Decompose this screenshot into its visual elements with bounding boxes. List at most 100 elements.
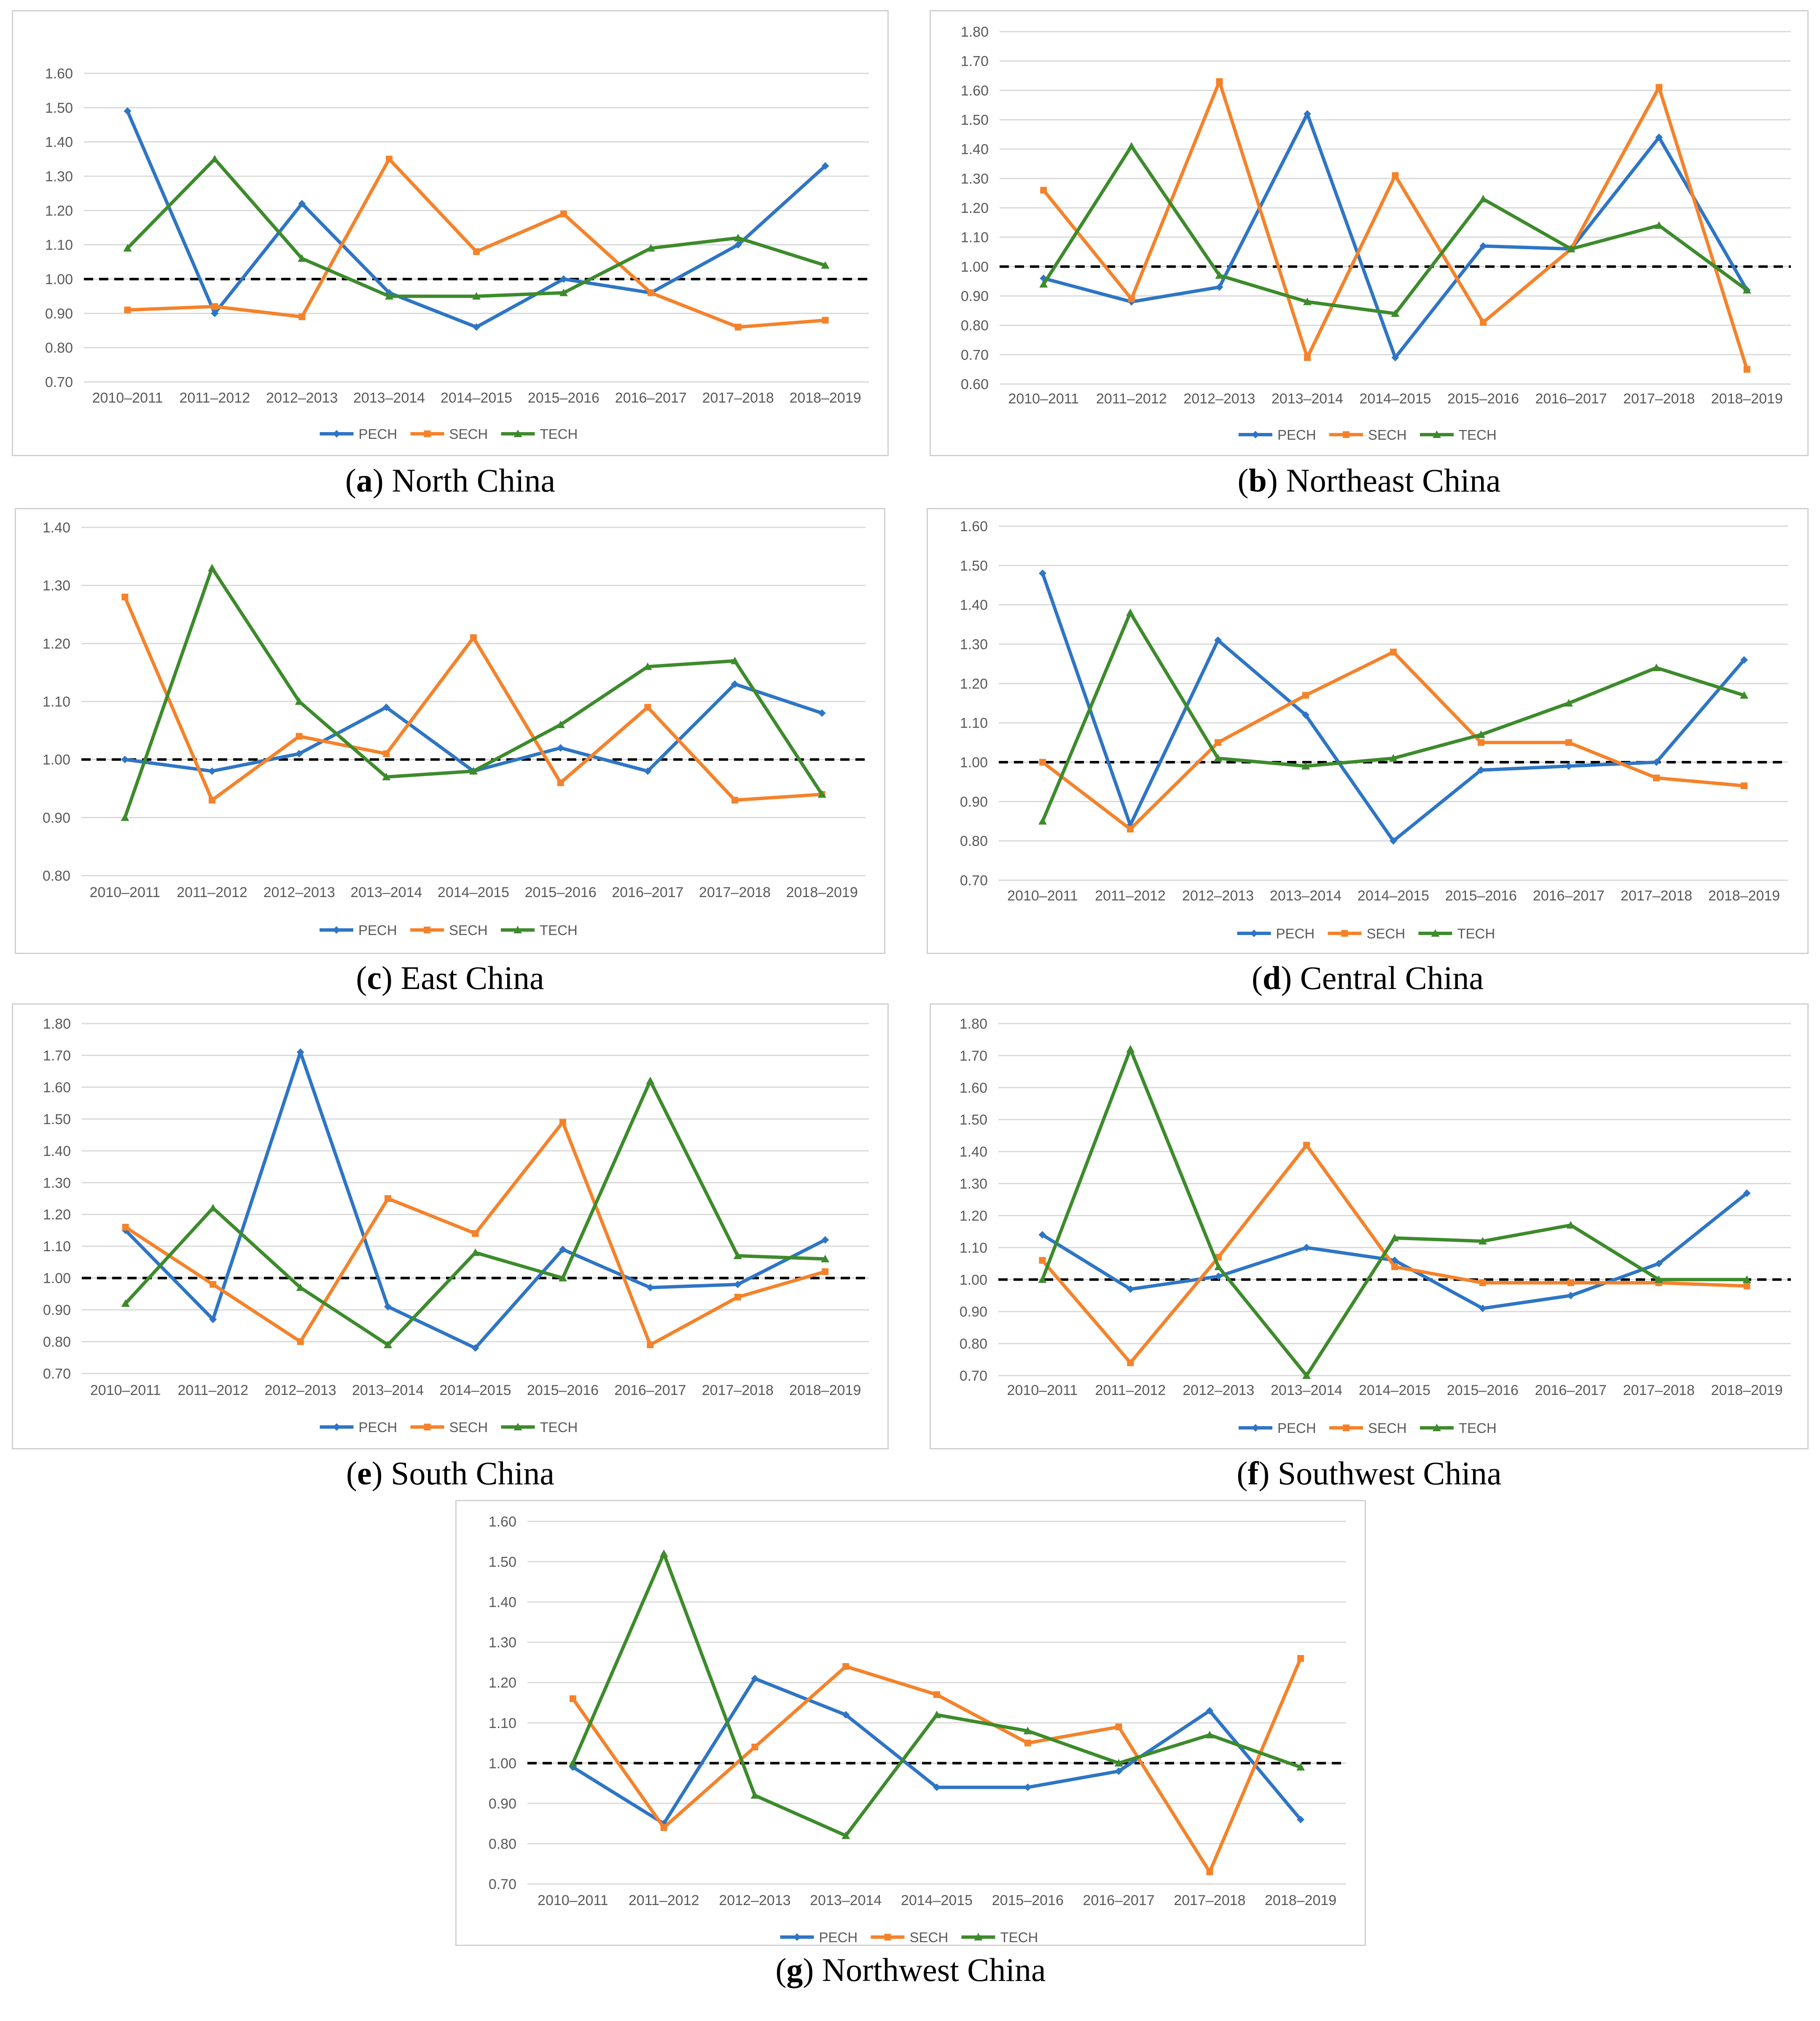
chart-e-pech-point	[384, 1303, 392, 1311]
chart-a-sech-point	[211, 303, 218, 310]
chart-e-tech-point	[558, 1274, 567, 1282]
chart-a-legend-marker	[333, 430, 341, 438]
chart-g-x-tick-label: 2016–2017	[1083, 1892, 1154, 1908]
chart-b-sech-point	[1743, 366, 1750, 373]
chart-c-x-tick-label: 2016–2017	[612, 884, 683, 900]
chart-c-pech-point	[382, 703, 390, 711]
chart-d-y-tick-label: 1.00	[960, 755, 988, 771]
chart-e-plot: 1.80 1.70 1.60 1.50 1.40 1.30 1.20 1.10 1.00 0.90…	[43, 1016, 869, 1435]
chart-f-y-tick-label: 1.70	[960, 1048, 987, 1064]
chart-c-tech-point	[556, 720, 565, 728]
chart-c-y-tick-label: 0.90	[43, 810, 70, 826]
chart-a-pech-point	[211, 309, 219, 317]
chart-a-plot: 1.60 1.50 1.40 1.30 1.20 1.10 1.00 0.90 0.80 0.70…	[45, 66, 869, 442]
chart-e-tech-point	[296, 1283, 305, 1291]
chart-b-tech-point	[1215, 271, 1224, 279]
chart-f-y-tick-label: 1.60	[960, 1080, 987, 1096]
chart-b-y-tick-label: 1.60	[961, 83, 989, 99]
chart-e-x-tick-label: 2010–2011	[90, 1382, 161, 1398]
chart-a-series-pech	[124, 107, 829, 331]
chart-b-series-pech	[1040, 110, 1751, 362]
chart-b-legend-marker	[1343, 431, 1350, 438]
chart-b-series-tech	[1039, 142, 1751, 317]
chart-a-tech-point	[734, 234, 742, 242]
chart-f-series-sech	[1039, 1142, 1750, 1366]
chart-f-sech-point	[1127, 1359, 1134, 1366]
chart-a-sech-point	[734, 323, 742, 331]
chart-b-y-tick-label: 1.70	[961, 54, 989, 70]
chart-e-pech-point	[734, 1280, 742, 1288]
chart-d-sech-point	[1478, 739, 1484, 746]
chart-f-pech-line	[1041, 1192, 1748, 1310]
chart-g-pech-point	[1297, 1816, 1305, 1824]
chart-d-tech-point	[1477, 730, 1485, 738]
chart-c-sech-point	[731, 797, 738, 804]
chart-b-tech-point	[1127, 142, 1136, 150]
chart-d-tech-point	[1740, 691, 1748, 699]
chart-e-sech-point	[297, 1338, 304, 1345]
chart-c-series-tech	[121, 564, 826, 821]
chart-f-x-tick-label: 2013–2014	[1271, 1382, 1342, 1398]
chart-g-y-tick-label: 1.00	[489, 1755, 516, 1771]
chart-e-y-tick-label: 1.60	[43, 1080, 71, 1096]
chart-f-x-tick-label: 2014–2015	[1359, 1382, 1430, 1398]
chart-d-y-tick-label: 1.40	[960, 597, 988, 613]
chart-d-pech-line	[1041, 572, 1746, 843]
chart-c-y-tick-label: 1.40	[43, 520, 70, 536]
chart-g-legend-label: TECH	[1000, 1930, 1038, 1945]
chart-g-pech-point	[569, 1763, 577, 1771]
chart-a-x-tick-label: 2013–2014	[353, 390, 425, 406]
chart-e-pech-point	[471, 1344, 479, 1352]
chart-b-tech-point	[1391, 309, 1400, 317]
chart-f-x-tick-label: 2011–2012	[1095, 1382, 1166, 1398]
chart-f-legend-tech: TECH	[1420, 1420, 1497, 1436]
chart-g-series-tech	[568, 1549, 1305, 1839]
chart-b-sech-line	[1042, 80, 1749, 370]
chart-d-x-tick-label: 2012–2013	[1182, 888, 1254, 904]
chart-d-x-tick-label: 2011–2012	[1095, 888, 1166, 904]
chart-d-legend-label: SECH	[1367, 926, 1406, 941]
chart-g-sech-point	[569, 1695, 576, 1702]
chart-c-pech-point	[121, 755, 129, 763]
chart-b-sech-point	[1304, 354, 1311, 361]
chart-g-legend-marker	[884, 1934, 891, 1940]
chart-e-x-tick-label: 2015–2016	[527, 1382, 599, 1398]
chart-g-y-tick-label: 1.10	[489, 1715, 516, 1731]
chart-e-x-tick-label: 2011–2012	[177, 1382, 248, 1398]
chart-c-tech-point	[731, 656, 739, 664]
chart-g-x-tick-label: 2010–2011	[538, 1892, 608, 1908]
chart-f-legend-marker	[1433, 1424, 1441, 1431]
chart-g-sech-point	[842, 1663, 850, 1670]
chart-a-pech-point	[559, 275, 567, 283]
chart-f-y-tick-label: 1.00	[960, 1272, 987, 1288]
chart-d-sech-point	[1215, 739, 1221, 746]
chart-e-pech-line	[124, 1050, 826, 1350]
chart-g-tech-point	[568, 1759, 577, 1767]
chart-a-tech-point	[472, 292, 481, 300]
chart-e-tech-point	[471, 1248, 480, 1256]
chart-d-x-tick-label: 2018–2019	[1708, 888, 1780, 904]
chart-f-y-tick-label: 0.80	[960, 1336, 987, 1352]
chart-d-pech-point	[1302, 711, 1309, 719]
chart-b-tech-point	[1655, 221, 1664, 229]
chart-g-tech-point	[1023, 1726, 1032, 1734]
chart-f-legend-label: PECH	[1277, 1420, 1316, 1436]
chart-e-pech-point	[209, 1315, 217, 1323]
chart-d-y-tick-label: 0.70	[960, 873, 988, 889]
chart-d-tech-point	[1652, 664, 1661, 671]
chart-e-legend-pech: PECH	[320, 1419, 397, 1435]
chart-b-x-tick-label: 2012–2013	[1183, 391, 1255, 407]
chart-f-y-tick-label: 1.20	[960, 1208, 987, 1224]
chart-c-sech-point	[121, 594, 129, 601]
chart-g-y-tick-label: 1.20	[489, 1675, 516, 1691]
chart-g-tech-point	[841, 1831, 850, 1839]
chart-a-tech-point	[210, 155, 219, 163]
chart-d-y-tick-label: 1.50	[960, 558, 988, 574]
caption-c: (c) East China	[356, 959, 544, 996]
chart-g-x-tick-label: 2013–2014	[810, 1892, 882, 1908]
chart-a-x-tick-label: 2014–2015	[441, 390, 512, 406]
chart-c-x-tick-label: 2018–2019	[786, 884, 858, 900]
chart-b-sech-point	[1392, 172, 1399, 179]
chart-e-y-tick-label: 1.50	[43, 1111, 71, 1127]
chart-c-pech-point	[731, 680, 739, 688]
